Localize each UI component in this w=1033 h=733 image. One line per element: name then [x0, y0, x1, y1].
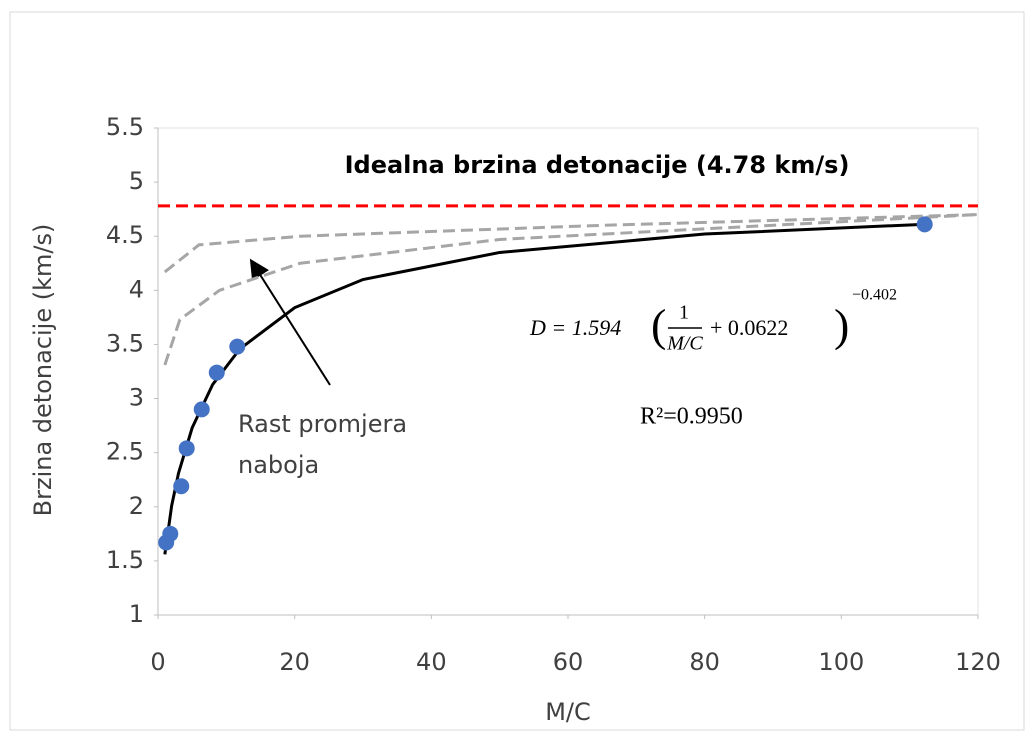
y-tick-label: 4 — [129, 275, 144, 303]
paren: ( — [651, 300, 666, 351]
y-tick-label: 2.5 — [106, 438, 144, 466]
data-point — [173, 478, 190, 495]
x-tick-label: 80 — [689, 648, 720, 676]
x-tick-label: 100 — [818, 648, 864, 676]
data-point — [162, 525, 179, 542]
y-tick-label: 2 — [129, 492, 144, 520]
data-point — [178, 440, 195, 457]
data-point — [208, 364, 225, 381]
y-tick-label: 5 — [129, 167, 144, 195]
x-tick-label: 120 — [955, 648, 1001, 676]
y-tick-label: 1 — [129, 600, 144, 628]
annotation: Rast promjera — [238, 410, 407, 438]
line — [163, 213, 979, 274]
x-tick-label: 20 — [279, 648, 310, 676]
equation: 1 — [679, 302, 689, 324]
chart-frame — [9, 11, 1025, 731]
line — [163, 213, 979, 366]
data-point — [193, 401, 210, 418]
y-tick-label: 4.5 — [106, 221, 144, 249]
x-axis-label: M/C — [545, 698, 591, 726]
y-tick-label: 3.5 — [106, 329, 144, 357]
arrow — [249, 258, 331, 386]
x-tick-label: 40 — [416, 648, 447, 676]
x-tick-label: 0 — [150, 648, 165, 676]
paren: ) — [834, 300, 849, 351]
y-axis-label: Brzina detonacije (km/s) — [29, 224, 57, 517]
annotation: naboja — [238, 451, 319, 479]
annotation: R²=0.9950 — [640, 404, 743, 430]
data-point — [229, 338, 246, 355]
data-point — [916, 216, 933, 233]
y-tick-label: 5.5 — [106, 113, 144, 141]
equation: M/C — [666, 333, 703, 355]
equation: −0.402 — [852, 287, 897, 304]
equation: D = 1.594 — [529, 315, 621, 340]
annotation: Idealna brzina detonacije (4.78 km/s) — [345, 151, 850, 179]
y-tick-label: 3 — [129, 384, 144, 412]
equation: + 0.0622 — [710, 315, 788, 340]
x-tick-label: 60 — [553, 648, 584, 676]
y-tick-label: 1.5 — [106, 546, 144, 574]
